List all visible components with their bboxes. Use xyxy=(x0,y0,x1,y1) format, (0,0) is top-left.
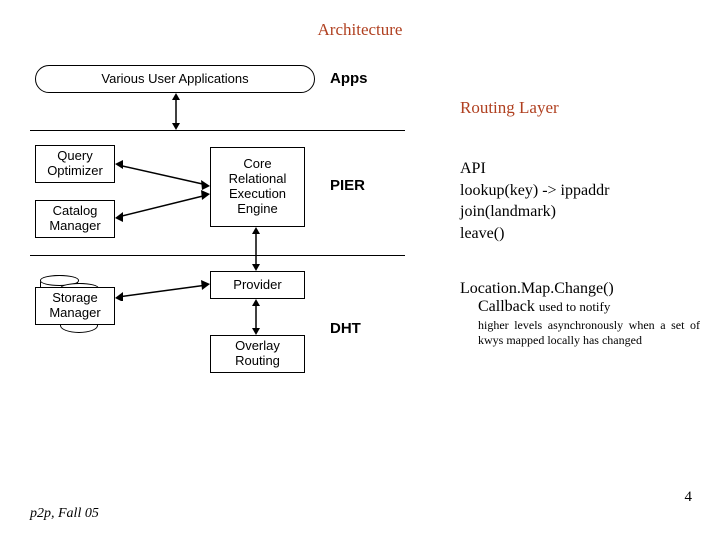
arrow-provider-overlay xyxy=(248,299,264,335)
right-column: Routing Layer API lookup(key) -> ippaddr… xyxy=(460,98,700,348)
box-provider: Provider xyxy=(210,271,305,299)
layer-label-pier: PIER xyxy=(330,177,365,194)
layer-label-apps: Apps xyxy=(330,70,368,87)
routing-layer-heading: Routing Layer xyxy=(460,98,700,118)
arrow-qo-core xyxy=(115,155,210,225)
box-user-apps: Various User Applications xyxy=(35,65,315,93)
box-storage-manager: Storage Manager xyxy=(35,287,115,325)
callback-word: Callback xyxy=(478,298,539,315)
box-overlay-routing: Overlay Routing xyxy=(210,335,305,373)
api-block: API lookup(key) -> ippaddr join(landmark… xyxy=(460,158,700,244)
architecture-diagram: Various User Applications Apps Query Opt… xyxy=(30,65,440,445)
api-line: lookup(key) -> ippaddr xyxy=(460,180,700,202)
box-query-optimizer: Query Optimizer xyxy=(35,145,115,183)
page-number: 4 xyxy=(685,489,693,506)
api-line: join(landmark) xyxy=(460,201,700,223)
callback-rest: used to notify xyxy=(539,299,611,314)
box-catalog-manager: Catalog Manager xyxy=(35,200,115,238)
callback-line-2: Callback used to notify xyxy=(460,298,700,316)
page-title: Architecture xyxy=(0,20,720,40)
footer-left: p2p, Fall 05 xyxy=(30,506,99,522)
layer-label-dht: DHT xyxy=(330,320,361,337)
callback-line-1: Location.Map.Change() xyxy=(460,280,700,298)
arrow-storage-provider xyxy=(115,277,210,301)
api-line: leave() xyxy=(460,223,700,245)
callback-desc: higher levels asynchronously when a set … xyxy=(460,318,700,348)
box-core-engine: Core Relational Execution Engine xyxy=(210,147,305,227)
arrow-apps-pier xyxy=(168,93,184,130)
arrow-core-provider xyxy=(248,227,264,271)
api-line: API xyxy=(460,158,700,180)
